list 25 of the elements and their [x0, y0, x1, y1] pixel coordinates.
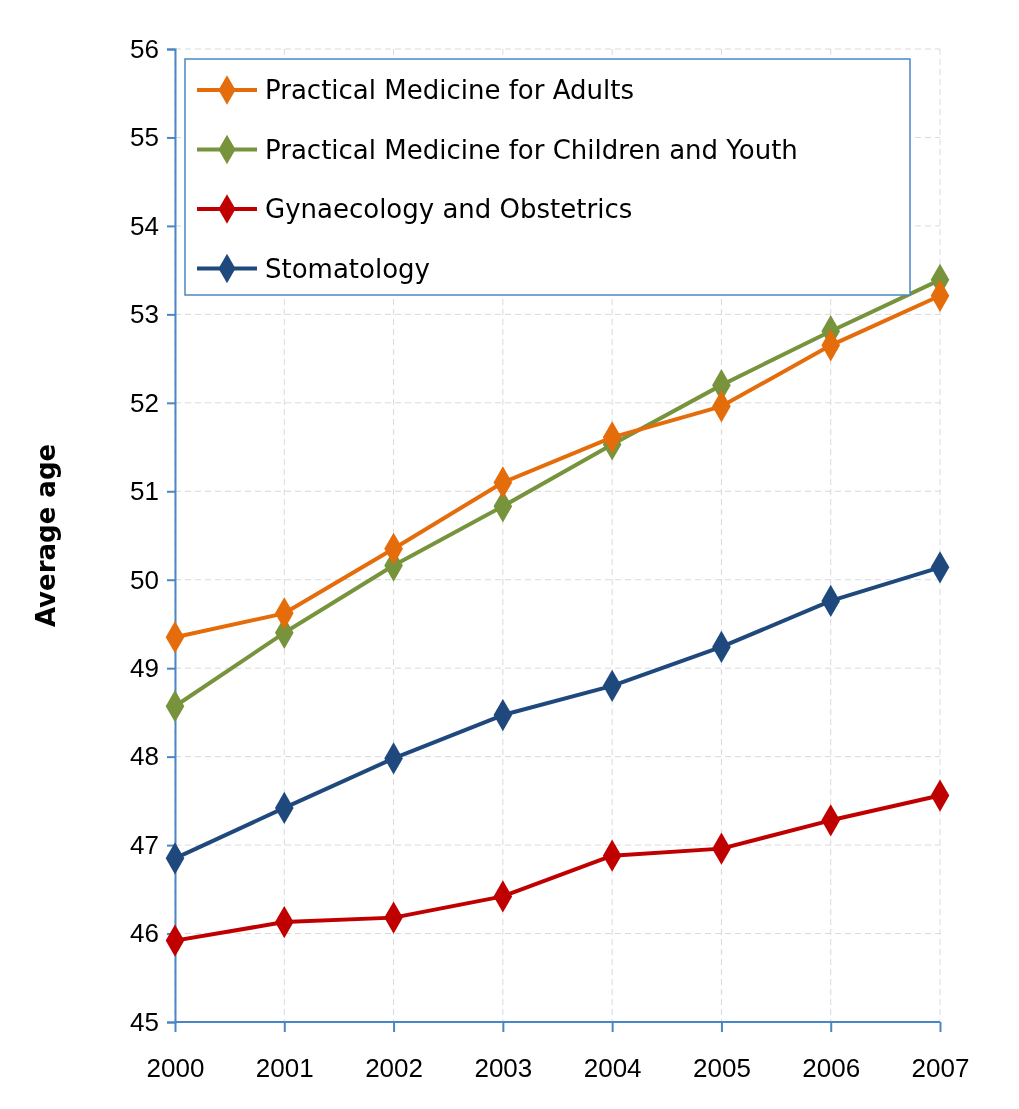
y-tick-label: 46 — [130, 918, 159, 949]
y-tick-label: 52 — [130, 387, 159, 418]
x-tick-label: 2004 — [583, 1052, 642, 1083]
legend-label: Stomatology — [265, 253, 430, 284]
x-tick-label: 2005 — [693, 1052, 751, 1083]
y-tick-label: 50 — [130, 564, 159, 595]
x-tick-label: 2001 — [255, 1052, 314, 1083]
legend-label: Practical Medicine for Children and Youth — [265, 134, 798, 165]
y-tick-label: 56 — [130, 33, 159, 64]
x-tick-label: 2002 — [365, 1052, 423, 1083]
y-tick-label: 53 — [130, 299, 159, 330]
y-tick-label: 49 — [130, 653, 159, 683]
y-tick-label: 54 — [130, 210, 159, 241]
legend-label: Practical Medicine for Adults — [265, 75, 634, 105]
y-tick-label: 51 — [130, 476, 159, 507]
y-tick-label: 47 — [130, 829, 159, 860]
x-tick-label: 2006 — [802, 1052, 861, 1083]
x-tick-label: 2007 — [911, 1052, 970, 1083]
legend-label: Gynaecology and Obstetrics — [265, 194, 633, 224]
x-tick-label: 2000 — [146, 1052, 205, 1083]
x-tick-label: 2003 — [474, 1052, 533, 1083]
y-axis-title: Average age — [31, 443, 61, 628]
y-tick-label: 55 — [130, 122, 159, 153]
y-tick-label: 48 — [130, 741, 159, 772]
y-tick-label: 45 — [130, 1006, 159, 1037]
